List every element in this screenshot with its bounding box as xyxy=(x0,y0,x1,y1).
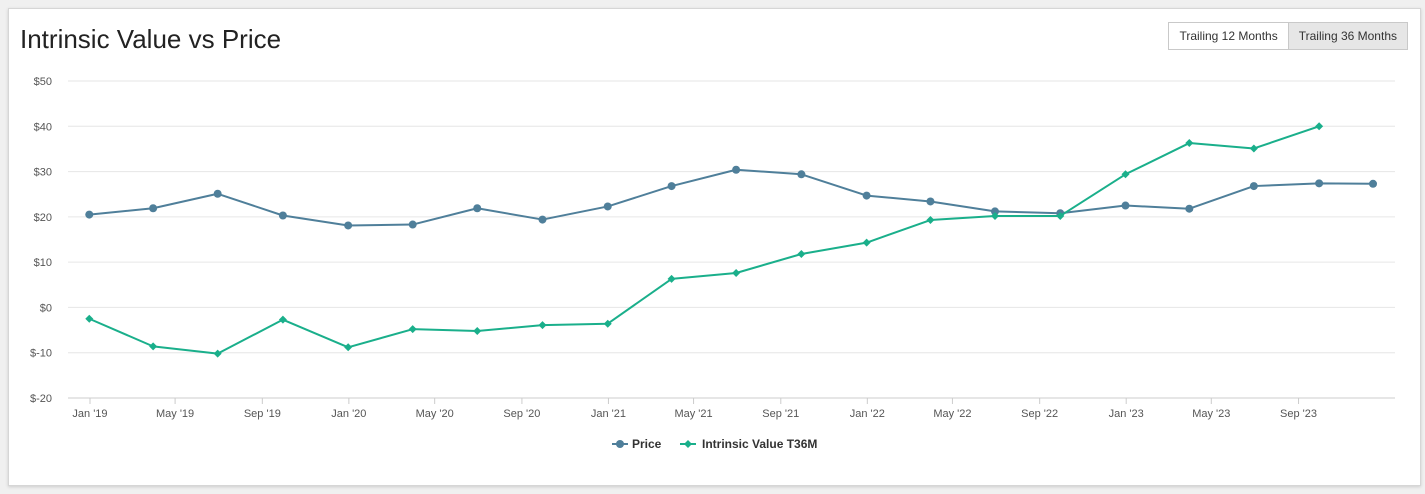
intrinsic-value-point xyxy=(473,326,482,335)
legend-price-marker xyxy=(616,440,624,448)
intrinsic-value-point xyxy=(213,349,222,358)
price-point xyxy=(408,220,417,229)
intrinsic-value-point xyxy=(926,216,935,225)
x-tick-label: Sep '21 xyxy=(762,408,799,420)
x-tick-label: May '21 xyxy=(674,408,712,420)
price-point xyxy=(85,210,94,219)
price-point xyxy=(473,204,482,213)
x-tick-label: Sep '20 xyxy=(503,408,540,420)
x-tick-label: Sep '22 xyxy=(1021,408,1058,420)
price-point xyxy=(862,191,871,200)
intrinsic-value-point xyxy=(278,315,287,324)
price-point xyxy=(213,189,222,198)
intrinsic-value-point xyxy=(862,238,871,247)
price-point xyxy=(603,202,612,211)
intrinsic-value-point xyxy=(408,325,417,334)
x-tick-label: Jan '22 xyxy=(850,408,885,420)
intrinsic-value-point xyxy=(1185,139,1194,148)
period-toggle-group: Trailing 12 Months Trailing 36 Months xyxy=(1168,22,1408,50)
intrinsic-value-point xyxy=(797,249,806,258)
price-point xyxy=(278,211,287,220)
x-tick-label: Jan '20 xyxy=(331,408,366,420)
y-tick-label: $10 xyxy=(34,257,52,269)
intrinsic-value-point xyxy=(1315,122,1324,131)
legend-intrinsic-marker xyxy=(684,440,692,448)
price-point xyxy=(1369,179,1378,188)
legend-price-label: Price xyxy=(632,437,662,451)
intrinsic-value-point xyxy=(1056,211,1065,220)
legend-intrinsic-label: Intrinsic Value T36M xyxy=(702,437,817,451)
x-tick-label: May '20 xyxy=(416,408,454,420)
intrinsic-value-point xyxy=(149,342,158,351)
y-tick-label: $-20 xyxy=(30,393,52,405)
x-tick-label: May '19 xyxy=(156,408,194,420)
x-tick-label: May '23 xyxy=(1192,408,1230,420)
series-line-intrinsic-value xyxy=(88,125,1320,355)
trailing-12-months-button[interactable]: Trailing 12 Months xyxy=(1168,22,1289,50)
intrinsic-value-point xyxy=(732,269,741,278)
price-point xyxy=(667,182,676,191)
x-tick-label: Jan '23 xyxy=(1109,408,1144,420)
x-tick-label: May '22 xyxy=(933,408,971,420)
chart-card: Intrinsic Value vs Price Trailing 12 Mon… xyxy=(8,8,1421,486)
price-point xyxy=(344,221,353,230)
intrinsic-value-point xyxy=(990,211,999,220)
y-tick-label: $-10 xyxy=(30,348,52,360)
y-tick-label: $30 xyxy=(34,167,52,179)
y-tick-label: $40 xyxy=(34,121,52,133)
intrinsic-value-point xyxy=(1121,170,1130,179)
price-point xyxy=(1185,204,1194,213)
price-point xyxy=(732,165,741,174)
x-tick-label: Jan '19 xyxy=(72,408,107,420)
chart-title: Intrinsic Value vs Price xyxy=(20,24,282,54)
y-tick-label: $0 xyxy=(40,302,52,314)
intrinsic-value-point xyxy=(85,314,94,323)
price-point xyxy=(1315,179,1324,188)
price-point xyxy=(538,215,547,224)
intrinsic-value-point xyxy=(603,319,612,328)
y-tick-label: $50 xyxy=(34,76,52,88)
intrinsic-value-point xyxy=(344,343,353,352)
x-tick-label: Jan '21 xyxy=(591,408,626,420)
intrinsic-value-point xyxy=(538,321,547,330)
price-point xyxy=(926,197,935,206)
price-point xyxy=(797,170,806,179)
price-point xyxy=(1121,201,1130,210)
price-point xyxy=(1249,182,1258,191)
price-point xyxy=(149,204,158,213)
y-tick-label: $20 xyxy=(34,212,52,224)
x-tick-label: Sep '23 xyxy=(1280,408,1317,420)
trailing-36-months-button[interactable]: Trailing 36 Months xyxy=(1288,22,1408,50)
price-point xyxy=(990,207,999,216)
intrinsic-value-point xyxy=(1249,144,1258,153)
x-tick-label: Sep '19 xyxy=(244,408,281,420)
intrinsic-value-point xyxy=(667,274,676,283)
